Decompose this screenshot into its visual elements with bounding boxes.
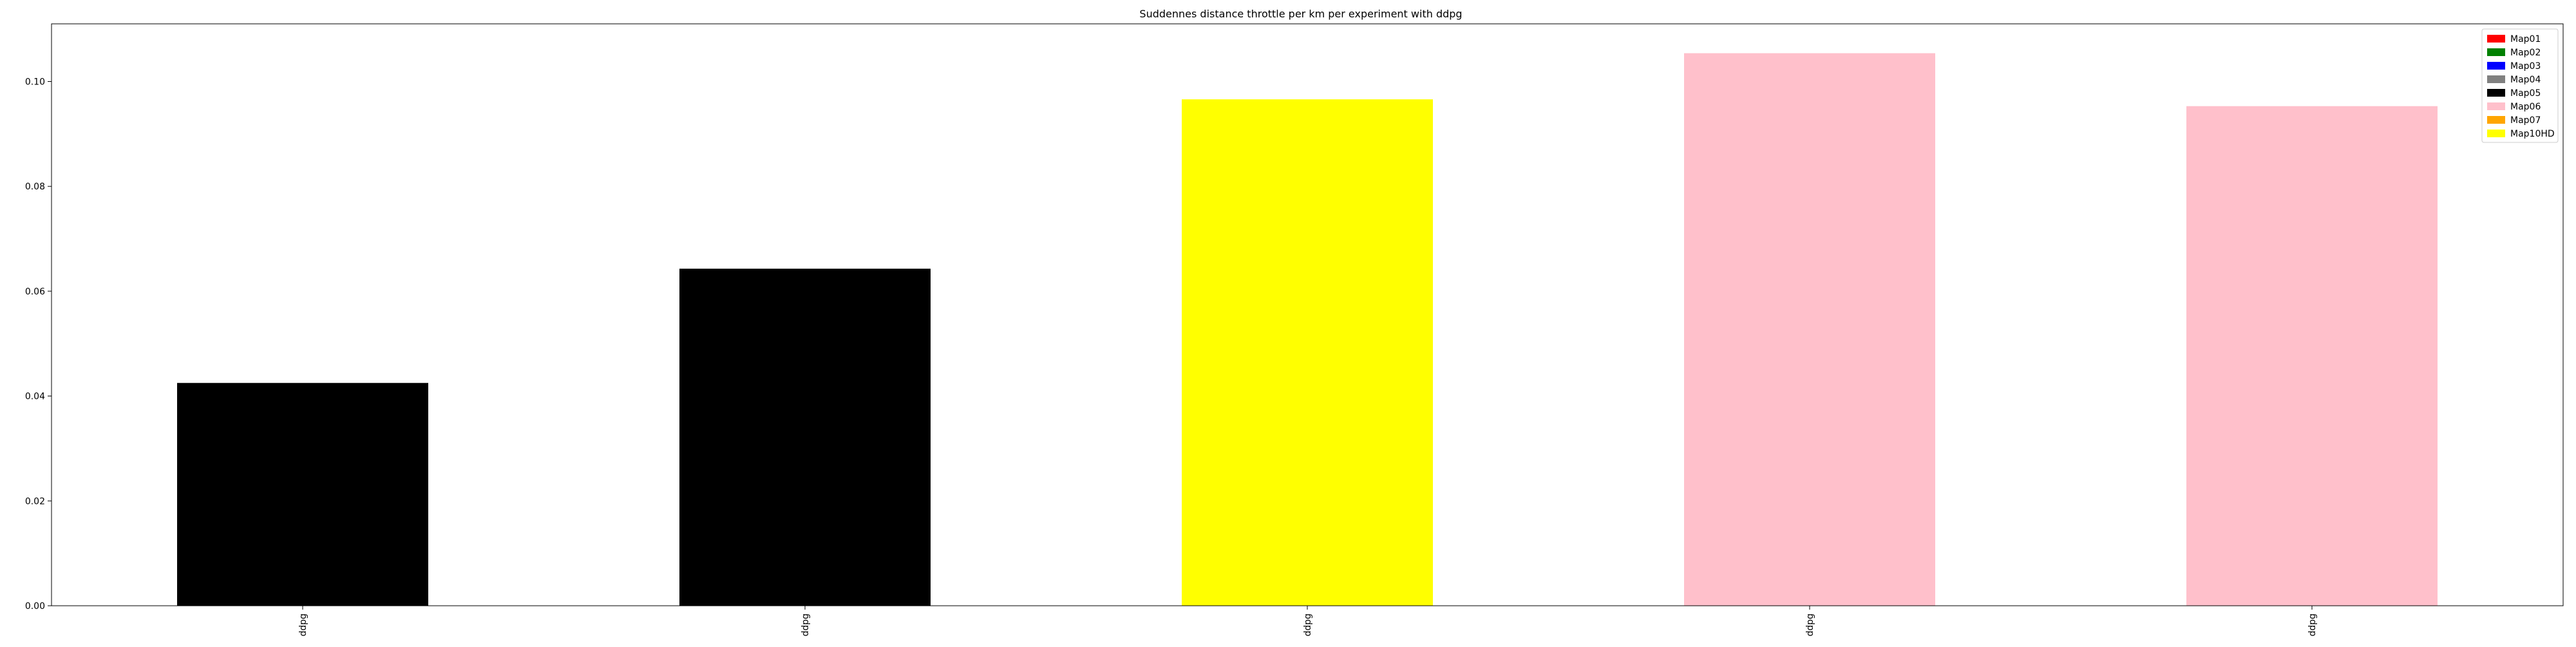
legend-swatch-map04 xyxy=(2487,75,2505,83)
y-tick-label: 0.04 xyxy=(25,392,45,402)
bar-1 xyxy=(177,383,428,606)
x-tick-label: ddpg xyxy=(298,613,308,637)
bar-3 xyxy=(1182,99,1433,606)
bar-4 xyxy=(1684,53,1935,606)
legend-label-map03[interactable]: Map03 xyxy=(2510,61,2541,72)
y-tick-label: 0.08 xyxy=(25,182,45,192)
legend-swatch-map10hd xyxy=(2487,130,2505,137)
legend-label-map05[interactable]: Map05 xyxy=(2510,88,2541,99)
bar-2 xyxy=(679,268,931,606)
y-tick-label: 0.06 xyxy=(25,287,45,297)
legend-label-map07[interactable]: Map07 xyxy=(2510,115,2541,126)
y-axis: 0.00 0.02 0.04 0.06 0.08 0.10 xyxy=(25,77,52,612)
y-tick-label: 0.10 xyxy=(25,77,45,87)
x-tick-label: ddpg xyxy=(2307,613,2318,637)
y-tick-label: 0.02 xyxy=(25,496,45,507)
legend-swatch-map05 xyxy=(2487,89,2505,97)
legend-swatch-map06 xyxy=(2487,102,2505,110)
legend-swatch-map02 xyxy=(2487,48,2505,56)
legend-swatch-map01 xyxy=(2487,35,2505,43)
legend[interactable]: Map01 Map02 Map03 Map04 Map05 Map06 Map07 Map10… xyxy=(2481,28,2559,143)
plot-frame xyxy=(51,23,2564,606)
legend-label-map01[interactable]: Map01 xyxy=(2510,34,2541,44)
legend-swatch-map03 xyxy=(2487,62,2505,70)
legend-label-map04[interactable]: Map04 xyxy=(2510,75,2541,85)
legend-swatch-map07 xyxy=(2487,116,2505,124)
bars-group xyxy=(177,53,2438,606)
legend-label-map06[interactable]: Map06 xyxy=(2510,102,2541,112)
x-tick-label: ddpg xyxy=(1805,613,1815,637)
x-tick-label: ddpg xyxy=(1303,613,1313,637)
x-axis: ddpg ddpg ddpg ddpg ddpg xyxy=(298,606,2318,637)
bar-5 xyxy=(2186,106,2438,606)
x-tick-label: ddpg xyxy=(800,613,811,637)
legend-label-map02[interactable]: Map02 xyxy=(2510,48,2541,58)
y-tick-label: 0.00 xyxy=(25,601,45,612)
legend-box xyxy=(2481,28,2559,143)
chart-title: Suddennes distance throttle per km per e… xyxy=(1139,8,1462,20)
legend-label-map10hd[interactable]: Map10HD xyxy=(2510,129,2555,139)
